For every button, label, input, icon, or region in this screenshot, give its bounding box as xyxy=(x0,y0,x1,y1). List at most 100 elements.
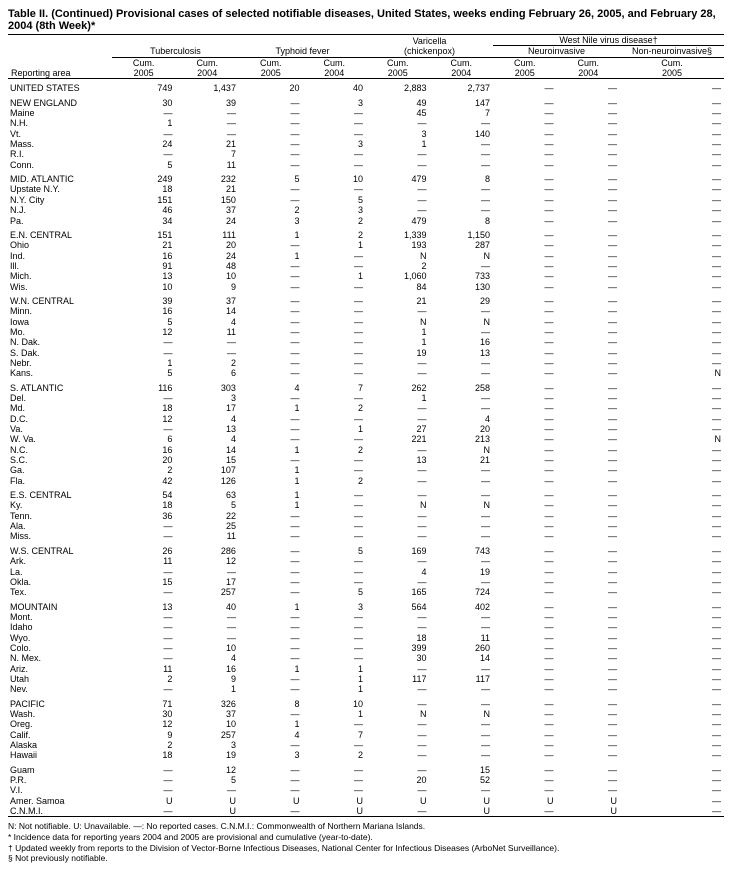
cell: — xyxy=(493,306,557,316)
cell: 2 xyxy=(366,261,430,271)
cell: — xyxy=(302,465,366,475)
cell: — xyxy=(366,664,430,674)
cell: — xyxy=(493,709,557,719)
cell: — xyxy=(430,785,494,795)
table-row: Vt.————3140——— xyxy=(8,129,724,139)
cell: — xyxy=(493,674,557,684)
table-row: Va.—13—12720——— xyxy=(8,424,724,434)
cell: — xyxy=(557,445,621,455)
cell: — xyxy=(620,796,724,806)
cell: — xyxy=(493,337,557,347)
col-h: Cum.2005 xyxy=(366,57,430,79)
cell: 249 xyxy=(112,170,176,184)
cell: — xyxy=(112,129,176,139)
cell: — xyxy=(302,327,366,337)
cell: — xyxy=(430,465,494,475)
cell: N xyxy=(430,445,494,455)
row-label: Fla. xyxy=(8,476,112,486)
cell: — xyxy=(557,379,621,393)
cell: — xyxy=(430,184,494,194)
cell: — xyxy=(557,94,621,108)
cell: — xyxy=(239,94,303,108)
cell: 16 xyxy=(430,337,494,347)
table-row: N. Mex.—4——3014——— xyxy=(8,653,724,663)
cell: 3 xyxy=(239,216,303,226)
cell: — xyxy=(366,149,430,159)
cell: — xyxy=(302,719,366,729)
cell: — xyxy=(112,653,176,663)
cell: 42 xyxy=(112,476,176,486)
col-h: Cum.2004 xyxy=(557,57,621,79)
cell: 21 xyxy=(112,240,176,250)
cell: — xyxy=(620,740,724,750)
table-row: PACIFIC71326810————— xyxy=(8,695,724,709)
cell: — xyxy=(493,414,557,424)
cell: 5 xyxy=(112,368,176,378)
table-row: Hawaii181932————— xyxy=(8,750,724,760)
cell: — xyxy=(302,761,366,775)
cell: — xyxy=(112,393,176,403)
cell: U xyxy=(557,796,621,806)
row-label: Mass. xyxy=(8,139,112,149)
cell: — xyxy=(175,567,239,577)
cell: — xyxy=(430,327,494,337)
cell: — xyxy=(557,740,621,750)
cell: — xyxy=(366,556,430,566)
cell: — xyxy=(493,160,557,170)
cell: 9 xyxy=(175,674,239,684)
cell: — xyxy=(366,577,430,587)
row-label: S. Dak. xyxy=(8,348,112,358)
cell: — xyxy=(557,160,621,170)
cell: — xyxy=(302,129,366,139)
cell: — xyxy=(302,358,366,368)
cell: — xyxy=(620,633,724,643)
row-label: W. Va. xyxy=(8,434,112,444)
cell: 724 xyxy=(430,587,494,597)
cell: 10 xyxy=(112,282,176,292)
cell: — xyxy=(557,664,621,674)
cell: 5 xyxy=(175,775,239,785)
cell: — xyxy=(112,567,176,577)
cell: — xyxy=(493,240,557,250)
cell: 165 xyxy=(366,587,430,597)
cell: — xyxy=(239,556,303,566)
cell: 1 xyxy=(239,226,303,240)
cell: 232 xyxy=(175,170,239,184)
cell: — xyxy=(493,521,557,531)
cell: — xyxy=(366,740,430,750)
cell: 1 xyxy=(302,240,366,250)
cell: — xyxy=(557,139,621,149)
cell: 147 xyxy=(430,94,494,108)
cell: — xyxy=(302,108,366,118)
cell: — xyxy=(366,414,430,424)
cell: — xyxy=(302,785,366,795)
cell: — xyxy=(239,761,303,775)
cell: 21 xyxy=(366,292,430,306)
cell: — xyxy=(302,455,366,465)
cell: — xyxy=(620,785,724,795)
cell: 1 xyxy=(239,251,303,261)
cell: — xyxy=(620,622,724,632)
cell: — xyxy=(239,531,303,541)
cell: 54 xyxy=(112,486,176,500)
cell: N xyxy=(430,317,494,327)
cell: 111 xyxy=(175,226,239,240)
cell: — xyxy=(557,149,621,159)
cell: — xyxy=(430,160,494,170)
cell: 37 xyxy=(175,292,239,306)
footnotes: N: Not notifiable. U: Unavailable. —: No… xyxy=(8,821,724,864)
cell: — xyxy=(302,149,366,159)
col-h: Cum.2005 xyxy=(239,57,303,79)
cell: 30 xyxy=(112,94,176,108)
cell: — xyxy=(430,261,494,271)
cell: — xyxy=(557,393,621,403)
row-label: Okla. xyxy=(8,577,112,587)
row-label: Nebr. xyxy=(8,358,112,368)
cell: 20 xyxy=(112,455,176,465)
cell: 5 xyxy=(175,500,239,510)
cell: 19 xyxy=(430,567,494,577)
cell: — xyxy=(620,511,724,521)
cell: — xyxy=(493,476,557,486)
table-row: MID. ATLANTIC2492325104798——— xyxy=(8,170,724,184)
cell: 2 xyxy=(302,403,366,413)
